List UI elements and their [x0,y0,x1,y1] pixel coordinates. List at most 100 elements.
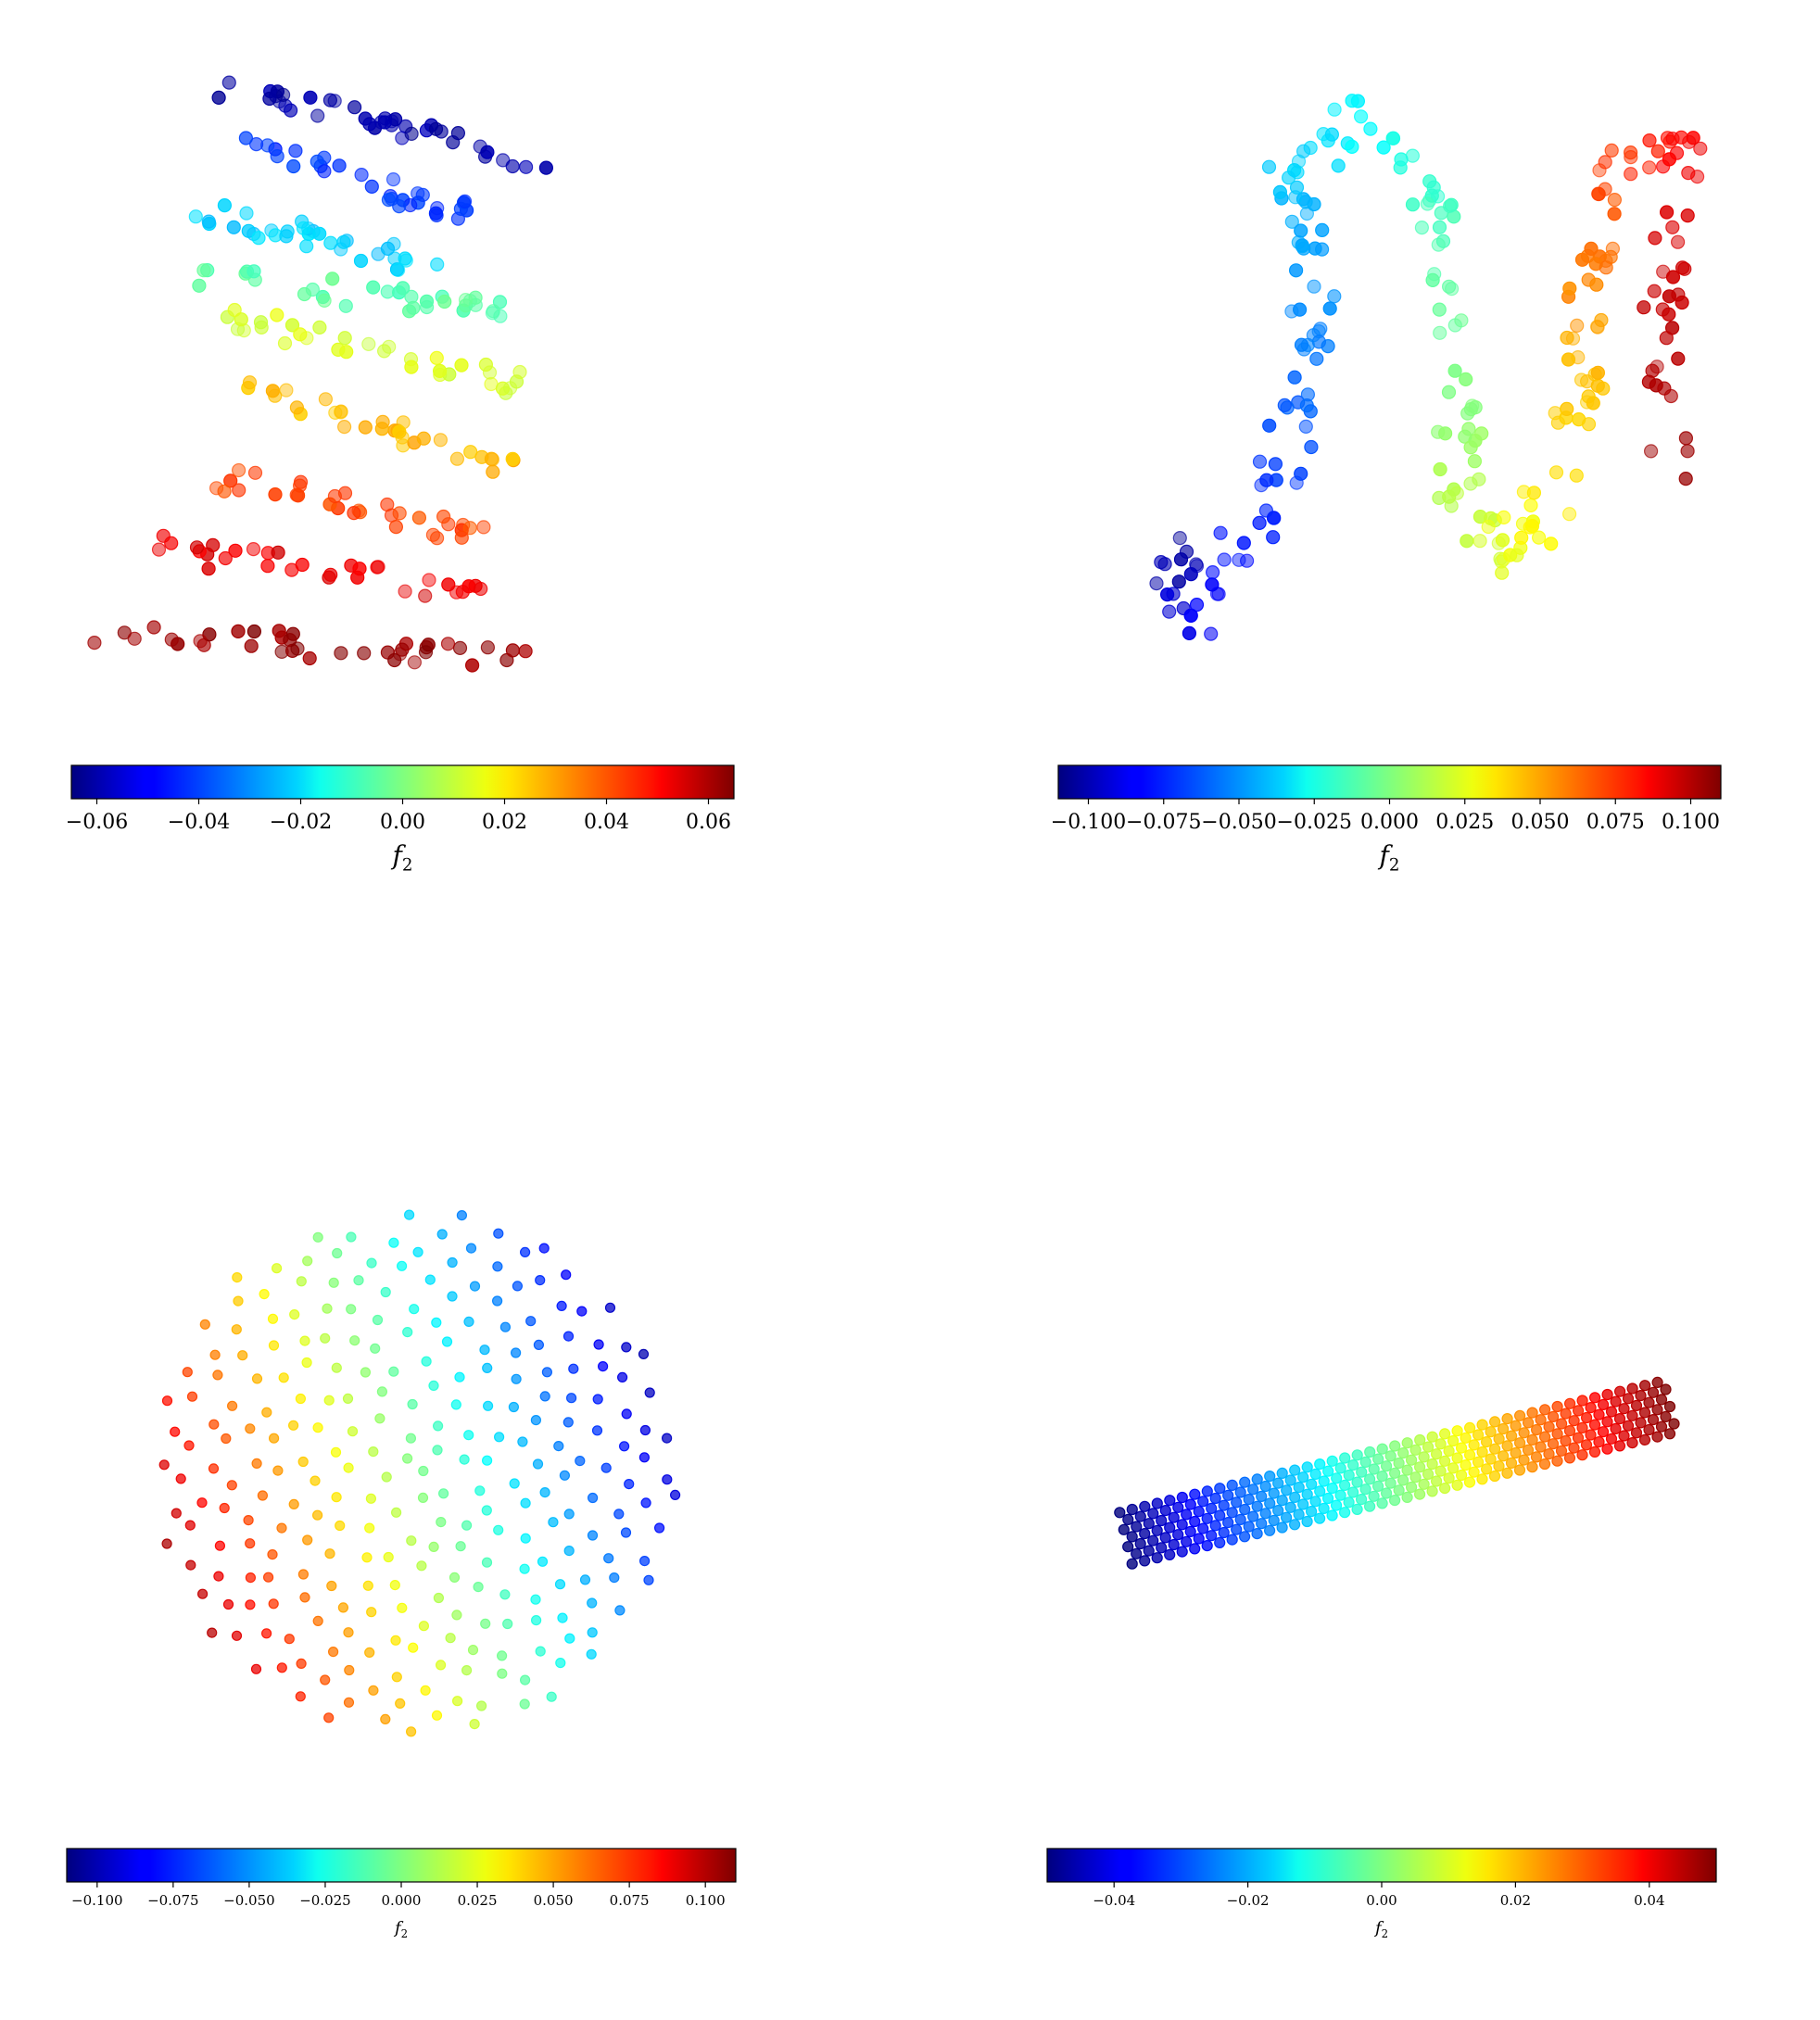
data-point [1555,1445,1568,1457]
data-point [1321,1492,1334,1505]
data-point [164,536,179,550]
data-point [1405,1454,1418,1466]
data-point [1513,1437,1526,1449]
data-point [1643,1396,1655,1408]
data-point [1643,1423,1655,1436]
data-point [1610,1395,1622,1408]
data-point [1622,1420,1635,1432]
data-point [480,1618,491,1629]
data-point [539,1486,550,1498]
data-point [1441,385,1457,399]
data-point [1222,1489,1234,1501]
data-point [312,1615,323,1627]
data-point [1204,626,1219,641]
data-point [1495,565,1510,580]
data-point [473,1581,484,1593]
data-point [381,1471,392,1483]
data-point [295,1393,306,1405]
data-point [1277,398,1292,412]
data-point [428,1380,439,1392]
data-point [1663,1428,1676,1440]
data-point [259,1288,270,1300]
data-point [1588,1392,1601,1404]
data-point [310,1475,321,1486]
data-point [406,1535,417,1547]
data-point [1122,1513,1134,1526]
data-point [288,144,303,158]
data-point [171,1508,182,1519]
data-point [614,1605,626,1616]
data-point [1430,1448,1443,1460]
data-point [391,1507,402,1518]
data-point [1134,1510,1146,1522]
data-point [1364,1446,1376,1458]
data-point [1660,1410,1672,1423]
data-point [1126,1558,1138,1570]
colorbar-tick-label: −0.050 [1201,811,1276,834]
data-point [1550,415,1566,430]
data-point [246,624,261,639]
data-point [1343,1469,1355,1482]
data-point [1239,1503,1251,1516]
data-point [428,1541,439,1553]
data-point [433,1592,444,1604]
data-point [1442,489,1457,504]
data-point [1209,1520,1221,1532]
data-point [530,1594,541,1605]
data-point [405,1433,416,1444]
data-point [231,1630,243,1641]
data-point [267,1313,279,1324]
data-point [458,194,473,208]
data-point [1262,418,1277,433]
data-point [1314,1458,1326,1471]
data-point [1526,1433,1538,1446]
data-point [473,139,487,154]
data-point [388,1366,399,1377]
data-point [493,1228,504,1239]
data-point [1326,1455,1338,1467]
data-point [226,220,241,234]
data-point [1305,1505,1318,1518]
data-point [518,159,534,174]
data-point [624,1478,635,1490]
data-point [541,1367,553,1378]
data-point [1239,1476,1251,1488]
data-point [1231,1523,1243,1535]
data-point [1393,1484,1405,1496]
data-point [362,117,377,132]
data-point [519,1563,530,1574]
data-point [1624,167,1638,182]
data-point [1156,1514,1168,1527]
data-point [245,1423,256,1434]
data-point [1276,1521,1288,1534]
data-point [1589,277,1604,292]
data-point [279,383,294,398]
data-point [1159,587,1175,602]
data-point [390,1635,401,1646]
data-point [1530,1451,1543,1463]
data-point [380,1286,391,1298]
data-point [1522,1417,1535,1429]
data-point [289,487,304,502]
data-point [186,1391,198,1402]
data-point [463,445,478,460]
data-point [505,158,520,174]
data-point [288,1498,299,1510]
data-point [320,1332,331,1344]
data-point [1585,1429,1597,1441]
data-point [1280,1511,1293,1523]
data-point [161,1538,172,1549]
data-point [318,392,333,407]
data-point [380,1713,391,1725]
data-point [404,360,419,374]
data-point [430,201,445,216]
data-point [1363,1473,1376,1485]
data-point [185,1559,196,1571]
data-point [339,345,354,360]
data-point [1322,1465,1334,1477]
data-point [1650,144,1665,158]
data-point [1601,1443,1613,1455]
data-point [1496,551,1511,567]
data-point [1655,159,1671,174]
data-point [1426,1485,1438,1497]
